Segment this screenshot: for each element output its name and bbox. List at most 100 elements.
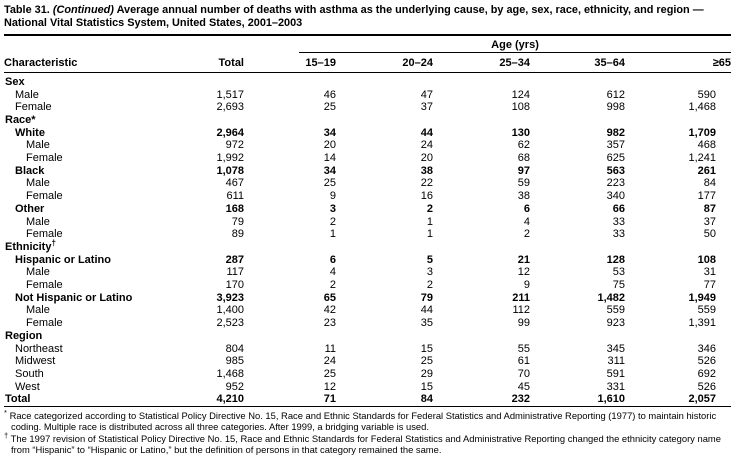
row-label: Hispanic or Latino [15,253,111,266]
cell-value [244,72,336,88]
cell-value [433,114,530,127]
cell-value: 526 [697,380,717,393]
cell-value: 9 [329,190,336,203]
cell-value: 467 [225,177,244,190]
cell-value: 84 [336,393,433,408]
cell-value [336,330,433,343]
cell-value: 79 [231,215,244,228]
cell-value: 70 [517,367,530,380]
table-row: Male 972 20 24 62 357 468 [4,139,731,152]
cell-value: 62 [517,139,530,152]
row-label: Female [26,152,63,165]
cell-value: 20 [420,152,433,165]
cell-value: 55 [517,342,530,355]
row-label: Male [26,177,50,190]
column-header-characteristic: Characteristic [4,52,182,73]
cell-value: 985 [225,355,244,368]
cell-value: 50 [703,228,717,241]
cell-value: 65 [323,291,336,304]
row-label: Female [15,101,52,114]
cell-value: 16 [420,190,433,203]
cell-value: 972 [225,139,244,152]
cell-value: 3 [426,266,433,279]
table-row: Region [4,330,731,343]
cell-value: 2,693 [216,101,244,114]
cell-value: 33 [612,215,625,228]
spanner-spacer [4,36,244,53]
cell-value: 22 [420,177,433,190]
cell-value [530,72,625,88]
cell-value: 1,391 [688,317,717,330]
row-label: Male [26,304,50,317]
cell-value: 331 [606,380,625,393]
cell-value [182,241,244,254]
cell-value: 15 [420,342,433,355]
cell-value: 112 [512,304,530,317]
table-row: Female 2,523 23 35 99 923 1,391 [4,317,731,330]
table-row: Male 117 4 3 12 53 31 [4,266,731,279]
cell-value: 75 [612,279,625,292]
cell-value: 559 [697,304,717,317]
row-label: Male [15,88,39,101]
footnote-marker: † [51,238,56,248]
cell-value: 87 [703,202,717,215]
cell-value: 47 [420,88,433,101]
row-label: Black [15,164,45,177]
cell-value [530,114,625,127]
cell-value: 25 [420,355,433,368]
cell-value: 611 [226,190,244,203]
cell-value: 4 [329,266,336,279]
cell-value: 1,241 [688,152,717,165]
cell-value: 4,210 [182,393,244,408]
cell-value: 357 [606,139,625,152]
column-header-row: Characteristic Total 15–19 20–24 25–34 3… [4,52,732,73]
cell-value [625,72,731,88]
cell-value: 23 [323,317,336,330]
column-header-age-35-64: 35–64 [530,52,625,73]
cell-value: 923 [606,317,625,330]
cell-value [433,72,530,88]
cell-value: 311 [607,355,625,368]
footnote-text: Race categorized according to Statistica… [6,410,717,433]
table-row: Female 2,693 25 37 108 998 1,468 [4,101,731,114]
cell-value: 29 [420,367,433,380]
table-row: Total 4,210 71 84 232 1,610 2,057 [4,393,732,408]
cell-value: 21 [517,253,530,266]
cell-value: 14 [323,152,336,165]
table-row: Hispanic or Latino 287 6 5 21 128 108 [4,254,731,267]
cell-value [625,330,731,343]
row-label: South [15,367,44,380]
table-row: Male 1,400 42 44 112 559 559 [4,304,731,317]
table-row: Male 79 2 1 4 33 37 [4,216,731,229]
row-label: Female [26,279,63,292]
cell-value: 591 [606,367,625,380]
row-label: Not Hispanic or Latino [15,291,133,304]
cell-value: 590 [697,88,717,101]
cell-value [182,72,244,88]
cell-value [244,330,336,343]
row-label: Female [26,190,63,203]
cell-value: 1,078 [216,164,244,177]
row-label: Ethnicity† [5,238,56,253]
cell-value: 68 [517,152,530,165]
cell-value [336,72,433,88]
row-label: Female [26,228,63,241]
data-table: Age (yrs) Characteristic Total 15–19 20–… [4,36,732,408]
row-label: Northeast [15,342,63,355]
footnotes: * Race categorized according to Statisti… [4,409,731,455]
cell-value: 1,949 [688,291,717,304]
cell-value: 89 [231,228,244,241]
cell-value: 340 [606,190,625,203]
cell-value: 24 [420,139,433,152]
row-label: Male [26,266,50,279]
cell-value: 5 [426,253,433,266]
cell-value [182,114,244,127]
cell-value [182,330,244,343]
cell-value [433,330,530,343]
table-title-text: Average annual number of deaths with ast… [4,4,704,30]
column-header-total: Total [182,52,244,73]
cell-value: 2,523 [216,317,244,330]
row-label: White [15,126,45,139]
cell-value: 559 [606,304,625,317]
cell-value: 128 [606,253,625,266]
